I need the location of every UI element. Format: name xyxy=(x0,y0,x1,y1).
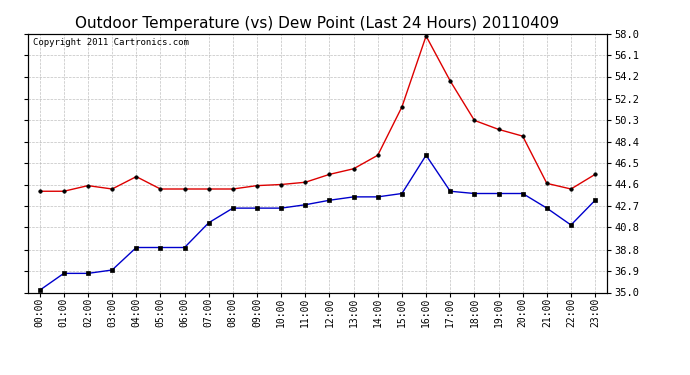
Text: Copyright 2011 Cartronics.com: Copyright 2011 Cartronics.com xyxy=(33,38,189,46)
Title: Outdoor Temperature (vs) Dew Point (Last 24 Hours) 20110409: Outdoor Temperature (vs) Dew Point (Last… xyxy=(75,16,560,31)
